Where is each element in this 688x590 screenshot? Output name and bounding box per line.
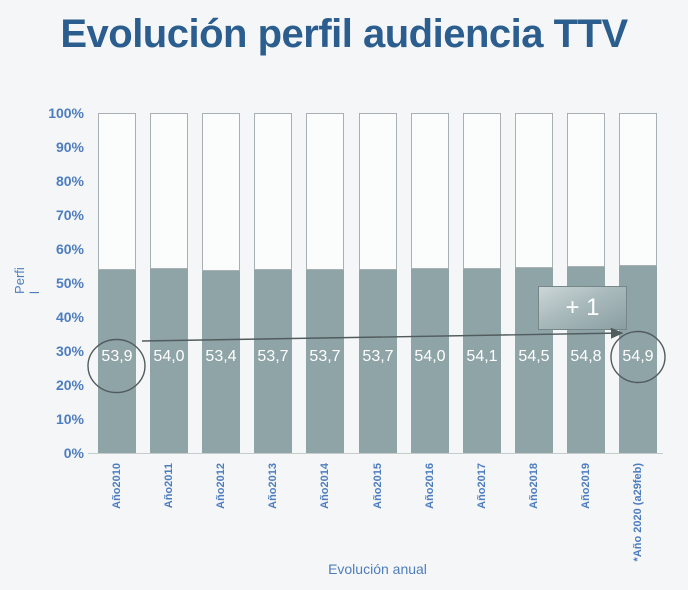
bar-value-label: 54,8 <box>570 348 602 365</box>
bar-value-label: 53,7 <box>362 348 394 365</box>
bar-value-label: 53,9 <box>101 348 133 365</box>
y-tick-label: 30% <box>55 343 84 359</box>
bar-empty-segment <box>98 113 136 270</box>
bar-filled-segment <box>202 271 240 453</box>
y-tick-label: 20% <box>55 377 84 393</box>
bar-empty-segment <box>359 113 397 270</box>
bar-value-label: 54,9 <box>622 348 654 365</box>
bar-empty-segment <box>202 113 240 271</box>
bar-empty-segment <box>306 113 344 270</box>
y-tick-label: 100% <box>48 105 84 121</box>
bar-empty-segment <box>567 113 605 267</box>
bar: 54,0 <box>411 113 449 453</box>
x-tick-label: Año2018 <box>528 463 540 509</box>
x-tick-label: Año2015 <box>372 463 384 509</box>
bar-filled-segment <box>150 269 188 453</box>
y-tick-label: 50% <box>55 275 84 291</box>
bar-filled-segment <box>411 269 449 453</box>
delta-annotation-box: + 1 <box>538 286 627 330</box>
bar: 54,5 <box>515 113 553 453</box>
bar-filled-segment <box>463 269 501 453</box>
x-tick-label: Año2011 <box>163 463 175 509</box>
bar: 54,8 <box>567 113 605 453</box>
bar-value-label: 54,0 <box>414 348 446 365</box>
bar-empty-segment <box>411 113 449 269</box>
bar-value-label: 54,1 <box>466 348 498 365</box>
bar: 54,9 <box>619 113 657 453</box>
x-tick-label: Año2013 <box>267 463 279 509</box>
y-tick-label: 60% <box>55 241 84 257</box>
bar-empty-segment <box>619 113 657 266</box>
y-tick-label: 0% <box>63 445 84 461</box>
bar-filled-segment <box>254 270 292 453</box>
y-tick-label: 40% <box>55 309 84 325</box>
bar: 53,7 <box>254 113 292 453</box>
plot-area: 53,9 54,0 53,4 53,7 53,7 53,7 54,0 54,1 54,5 54,8… <box>98 113 657 453</box>
delta-annotation-label: + 1 <box>565 294 600 321</box>
bar-filled-segment <box>306 270 344 453</box>
x-axis-line <box>88 453 663 454</box>
bar-value-label: 54,5 <box>518 348 550 365</box>
bar: 53,9 <box>98 113 136 453</box>
bar-value-label: 53,7 <box>257 348 289 365</box>
x-tick-label: Año2014 <box>319 463 331 509</box>
y-tick-label: 80% <box>55 173 84 189</box>
bar: 53,7 <box>359 113 397 453</box>
x-tick-label: Año2010 <box>111 463 123 509</box>
x-tick-label: Año2012 <box>215 463 227 509</box>
bar-filled-segment <box>359 270 397 453</box>
bar-empty-segment <box>463 113 501 269</box>
x-tick-label: *Año 2020 (a29feb) <box>632 463 644 562</box>
bar: 53,4 <box>202 113 240 453</box>
bar-empty-segment <box>150 113 188 269</box>
bar-empty-segment <box>254 113 292 270</box>
x-tick-label: Año2019 <box>580 463 592 509</box>
x-tick-label: Año2016 <box>424 463 436 509</box>
y-tick-label: 10% <box>55 411 84 427</box>
y-tick-label: 90% <box>55 139 84 155</box>
bar: 54,0 <box>150 113 188 453</box>
x-tick-label: Año2017 <box>476 463 488 509</box>
bar-value-label: 53,4 <box>205 348 237 365</box>
bar: 54,1 <box>463 113 501 453</box>
chart-title: Evolución perfil audiencia TTV <box>60 12 628 56</box>
bar-value-label: 53,7 <box>309 348 341 365</box>
x-axis-title: Evolución anual <box>328 561 427 577</box>
bar-value-label: 54,0 <box>153 348 185 365</box>
bar-empty-segment <box>515 113 553 268</box>
y-tick-label: 70% <box>55 207 84 223</box>
bar: 53,7 <box>306 113 344 453</box>
